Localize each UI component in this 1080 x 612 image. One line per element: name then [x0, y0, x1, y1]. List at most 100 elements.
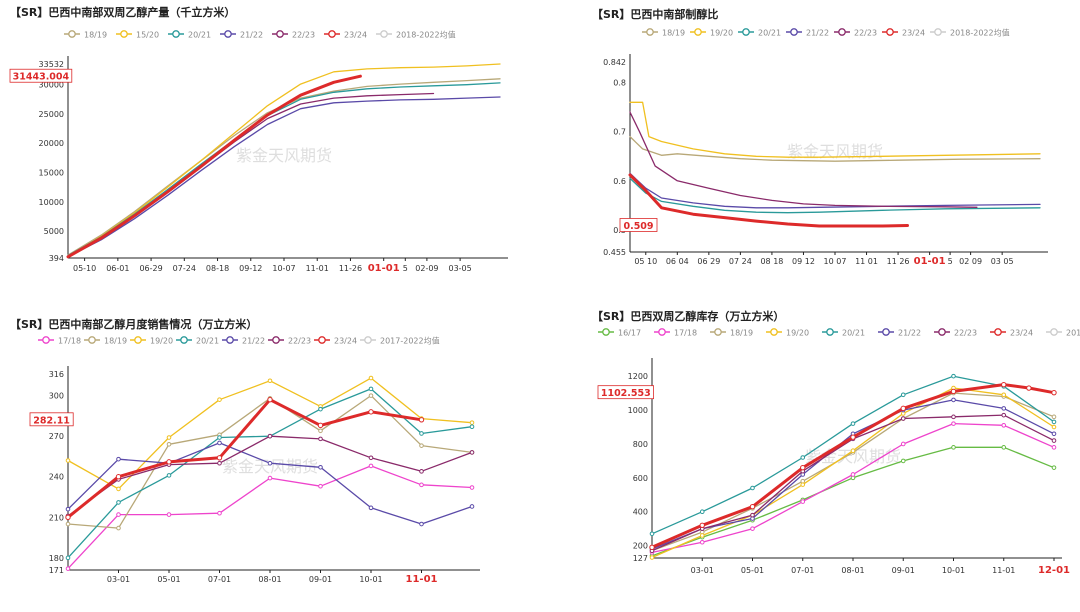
- data-point: [800, 482, 806, 487]
- data-point: [699, 533, 705, 538]
- legend-item-2016-2022-: 2016-2022均值: [1046, 328, 1080, 338]
- data-point: [166, 435, 172, 440]
- series-line-17-18: [67, 465, 473, 570]
- legend-label: 20/21: [188, 31, 211, 40]
- data-point: [950, 388, 957, 395]
- chart-ethanol-inventory: 16/17 17/18 18/19 19/20 20/21 21/22 22/23 23/24…: [597, 328, 1080, 576]
- series-line-23-24: [628, 173, 909, 228]
- x-tick-label: 12-01: [1038, 565, 1070, 576]
- series-line-17-18: [651, 422, 1055, 554]
- data-point: [900, 392, 906, 398]
- legend-marker: [770, 328, 778, 336]
- series-line-18-19: [629, 135, 1041, 162]
- data-point: [850, 448, 856, 454]
- x-tick-label: 08-01: [841, 566, 864, 575]
- legend-item-15-20: 15/20: [116, 30, 159, 40]
- data-point: [318, 428, 323, 434]
- data-point: [469, 504, 475, 509]
- data-point: [116, 486, 121, 492]
- y-tick-label: 270: [49, 432, 64, 441]
- data-point: [368, 455, 374, 461]
- data-point: [65, 514, 71, 520]
- legend-item-23-24: 23/24: [990, 328, 1033, 338]
- last-value-label: 1102.553: [601, 388, 651, 399]
- series-line-21-22: [629, 172, 1041, 209]
- y-tick-label: 1000: [628, 406, 648, 415]
- series-line-23-24: [66, 74, 362, 259]
- y-tick-label: 25000: [39, 110, 64, 119]
- data-point: [368, 409, 374, 415]
- legend-item-18-19: 18/19: [710, 328, 753, 338]
- y-tick-label: 316: [49, 370, 64, 379]
- legend-item-19-20: 19/20: [766, 328, 809, 338]
- series-line-20-21: [67, 82, 501, 257]
- legend-marker: [886, 28, 894, 36]
- legend-label: 23/24: [334, 337, 357, 346]
- data-point: [216, 455, 223, 461]
- data-point: [267, 378, 273, 384]
- x-tick-label: 02 09: [959, 257, 982, 266]
- legend-item-18-19: 18/19: [642, 28, 685, 38]
- last-value-box: [619, 218, 658, 232]
- x-tick-label: 5: [403, 264, 408, 273]
- series-line-20-21: [629, 177, 1041, 214]
- y-tick-label: 10000: [39, 198, 64, 207]
- data-point: [800, 455, 806, 460]
- x-tick-label: 07-24: [173, 264, 196, 273]
- legend-marker: [42, 336, 50, 344]
- data-point: [217, 510, 222, 516]
- y-tick-label: 127: [633, 554, 648, 563]
- data-point: [1001, 392, 1007, 398]
- x-tick-label: 10-07: [272, 264, 295, 273]
- data-point: [267, 460, 273, 466]
- x-tick-label: 11 26: [887, 257, 910, 266]
- x-tick-label: 02-09: [415, 264, 438, 273]
- data-point: [419, 443, 424, 448]
- data-point: [850, 434, 856, 440]
- y-tick-label: 0.6: [613, 177, 626, 186]
- legend-marker: [742, 28, 750, 36]
- legend-label: 17/18: [674, 329, 697, 338]
- y-tick-label: 210: [49, 513, 64, 522]
- legend-label: 20/21: [842, 329, 865, 338]
- x-tick-label: 11-01: [992, 566, 1015, 575]
- x-tick-label: 11-26: [339, 264, 362, 273]
- data-point: [951, 397, 956, 403]
- legend-item-21-22: 21/22: [878, 328, 921, 338]
- data-point: [1001, 412, 1007, 418]
- data-point: [419, 469, 424, 474]
- legend-marker: [226, 336, 234, 344]
- y-tick-label: 0.842: [603, 58, 626, 67]
- data-point: [1051, 419, 1057, 425]
- legend-marker: [838, 28, 846, 36]
- legend-marker: [380, 30, 388, 38]
- legend-item-23-24: 23/24: [314, 336, 357, 346]
- legend-marker: [694, 28, 702, 36]
- last-value-label: 0.509: [623, 221, 653, 232]
- legend-label: 18/19: [662, 29, 685, 38]
- series-line-22-23: [629, 111, 978, 208]
- x-tick-label: 03-01: [107, 575, 130, 584]
- data-point: [217, 435, 222, 440]
- y-tick-label: 15000: [39, 168, 64, 177]
- x-tick-label: 5: [948, 257, 953, 266]
- data-point: [1051, 431, 1057, 437]
- last-value-box: [597, 385, 654, 400]
- x-tick-label: 06-01: [106, 264, 129, 273]
- y-tick-label: 400: [633, 508, 648, 517]
- data-point: [469, 420, 475, 425]
- x-tick-label: 09-12: [239, 264, 262, 273]
- data-point: [116, 456, 121, 462]
- x-tick-label: 10-01: [359, 575, 382, 584]
- legend-item-21-22: 21/22: [220, 30, 263, 40]
- legend-label: 22/23: [954, 329, 977, 338]
- legend-marker: [180, 336, 188, 344]
- y-tick-label: 171: [49, 566, 64, 575]
- legend-marker: [328, 30, 336, 38]
- x-tick-label: 09-01: [892, 566, 915, 575]
- legend-item-22-23: 22/23: [934, 328, 977, 338]
- legend-marker: [68, 30, 76, 38]
- legend-marker: [120, 30, 128, 38]
- last-value-label: 31443.004: [13, 72, 70, 83]
- data-point: [318, 436, 323, 442]
